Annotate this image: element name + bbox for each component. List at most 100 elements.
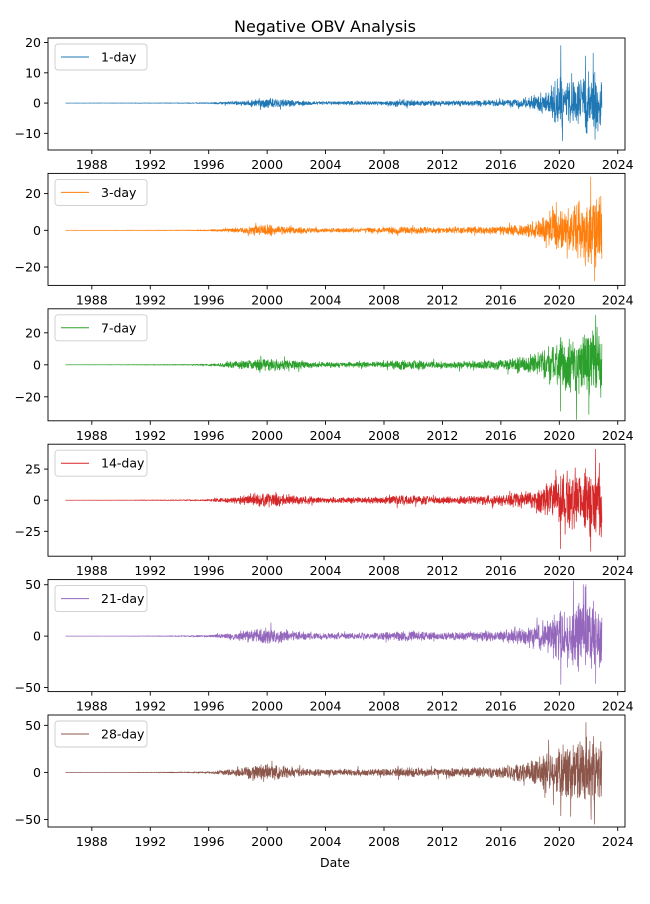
y-tick-label: 0 xyxy=(33,223,41,238)
y-tick-label: 20 xyxy=(25,35,41,50)
legend-box xyxy=(54,720,148,748)
legend-label: 7-day xyxy=(101,320,137,335)
x-tick-label: 2020 xyxy=(543,292,575,307)
y-tick-label: −20 xyxy=(15,389,41,404)
y-tick-label: 50 xyxy=(25,718,41,733)
axes-frame xyxy=(47,714,626,828)
x-tick-label: 2012 xyxy=(427,699,459,714)
x-tick-label: 1992 xyxy=(134,292,166,307)
legend-box xyxy=(54,585,148,613)
panel-7-day: 20 0 −20 1988 1992 1996 2000 2004 2008 2012 2016 20… xyxy=(15,308,634,443)
x-tick-label: 2004 xyxy=(310,428,342,443)
x-tick-label: 2020 xyxy=(543,699,575,714)
x-tick-label: 2008 xyxy=(368,292,400,307)
y-tick-label: 0 xyxy=(33,357,41,372)
y-tick-label: 20 xyxy=(25,325,41,340)
x-tick-label: 1996 xyxy=(193,157,225,172)
x-tick-label: 2024 xyxy=(602,699,634,714)
x-tick-label: 1996 xyxy=(193,563,225,578)
x-tick-label: 1988 xyxy=(76,428,108,443)
y-tick-label: 0 xyxy=(33,96,41,111)
chart-title: Negative OBV Analysis xyxy=(234,17,416,36)
y-tick-label: 50 xyxy=(25,577,41,592)
x-tick-label: 1996 xyxy=(193,292,225,307)
series-line-1-day xyxy=(65,45,603,142)
legend-box xyxy=(54,43,148,71)
legend-label: 1-day xyxy=(101,50,137,65)
series-line-14-day xyxy=(65,448,603,552)
legend-label: 3-day xyxy=(101,185,137,200)
x-tick-label: 2024 xyxy=(602,834,634,849)
x-tick-label: 1988 xyxy=(76,834,108,849)
x-tick-label: 2020 xyxy=(543,834,575,849)
x-tick-label: 2000 xyxy=(251,428,283,443)
axes-frame xyxy=(47,37,626,151)
x-tick-label: 2000 xyxy=(251,834,283,849)
x-tick-label: 1988 xyxy=(76,699,108,714)
legend-box xyxy=(54,449,148,477)
x-tick-label: 2020 xyxy=(543,157,575,172)
x-tick-label: 2008 xyxy=(368,834,400,849)
x-tick-label: 2012 xyxy=(427,834,459,849)
x-tick-label: 1992 xyxy=(134,834,166,849)
x-tick-label: 1996 xyxy=(193,834,225,849)
legend-label: 14-day xyxy=(101,456,145,471)
x-tick-label: 1992 xyxy=(134,563,166,578)
y-tick-label: 0 xyxy=(33,629,41,644)
x-tick-label: 2004 xyxy=(310,157,342,172)
y-tick-label: −20 xyxy=(15,260,41,275)
x-tick-label: 1996 xyxy=(193,699,225,714)
x-tick-label: 2024 xyxy=(602,292,634,307)
x-tick-label: 2016 xyxy=(485,699,517,714)
x-tick-label: 2024 xyxy=(602,563,634,578)
series-line-7-day xyxy=(65,314,603,420)
x-tick-label: 2012 xyxy=(427,292,459,307)
panel-1-day: 20 10 0 −10 1988 1992 1996 2000 2004 2008 2012 2016… xyxy=(15,35,634,172)
x-axis-label: Date xyxy=(320,855,350,870)
x-tick-label: 2020 xyxy=(543,428,575,443)
x-tick-label: 2012 xyxy=(427,428,459,443)
y-tick-label: −50 xyxy=(15,680,41,695)
legend-box xyxy=(54,178,148,206)
y-tick-label: −50 xyxy=(15,812,41,827)
x-tick-label: 2000 xyxy=(251,292,283,307)
x-tick-label: 1988 xyxy=(76,563,108,578)
x-tick-label: 1988 xyxy=(76,292,108,307)
legend-box xyxy=(54,314,148,342)
x-tick-label: 2024 xyxy=(602,428,634,443)
x-tick-label: 2016 xyxy=(485,428,517,443)
x-tick-label: 1992 xyxy=(134,428,166,443)
x-tick-label: 2016 xyxy=(485,834,517,849)
legend-label: 28-day xyxy=(101,727,145,742)
panel-28-day: 50 0 −50 1988 1992 1996 2000 2004 2008 2012 2016 20… xyxy=(15,714,634,849)
x-tick-label: 2012 xyxy=(427,563,459,578)
y-tick-label: 10 xyxy=(25,65,41,80)
x-tick-label: 2004 xyxy=(310,563,342,578)
series-line-3-day xyxy=(65,176,603,282)
legend-label: 21-day xyxy=(101,591,145,606)
axes-frame xyxy=(47,172,626,286)
x-tick-label: 2000 xyxy=(251,157,283,172)
y-tick-label: 20 xyxy=(25,186,41,201)
series-line-21-day xyxy=(65,580,603,685)
x-tick-label: 2008 xyxy=(368,699,400,714)
x-tick-label: 2016 xyxy=(485,563,517,578)
axes-frame xyxy=(47,579,626,693)
y-tick-label: 0 xyxy=(33,765,41,780)
x-tick-label: 2016 xyxy=(485,157,517,172)
x-tick-label: 2000 xyxy=(251,563,283,578)
x-tick-label: 2012 xyxy=(427,157,459,172)
x-tick-label: 2016 xyxy=(485,292,517,307)
x-tick-label: 2004 xyxy=(310,699,342,714)
x-tick-label: 1996 xyxy=(193,428,225,443)
panel-3-day: 20 0 −20 1988 1992 1996 2000 2004 2008 2012 2016 20… xyxy=(15,172,634,307)
x-tick-label: 2004 xyxy=(310,292,342,307)
x-tick-label: 2024 xyxy=(602,157,634,172)
x-tick-label: 1992 xyxy=(134,157,166,172)
series-line-28-day xyxy=(65,722,603,825)
x-tick-label: 2020 xyxy=(543,563,575,578)
x-tick-label: 2004 xyxy=(310,834,342,849)
